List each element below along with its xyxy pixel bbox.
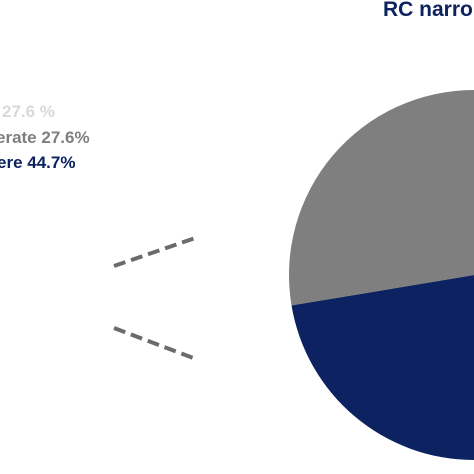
connector-line-upper [113, 235, 199, 268]
pie-slice-moderate [288, 90, 474, 306]
chart-title: RC narro [383, 0, 473, 21]
pie-slices [288, 90, 474, 460]
legend-entry-moderate: erate 27.6% [0, 128, 90, 147]
legend-entry-light: 27.6 % [2, 102, 55, 121]
legend-entry-severe: ere 44.7% [0, 153, 75, 172]
connector-line-lower [113, 326, 197, 361]
pie-slice-severe [291, 275, 474, 460]
